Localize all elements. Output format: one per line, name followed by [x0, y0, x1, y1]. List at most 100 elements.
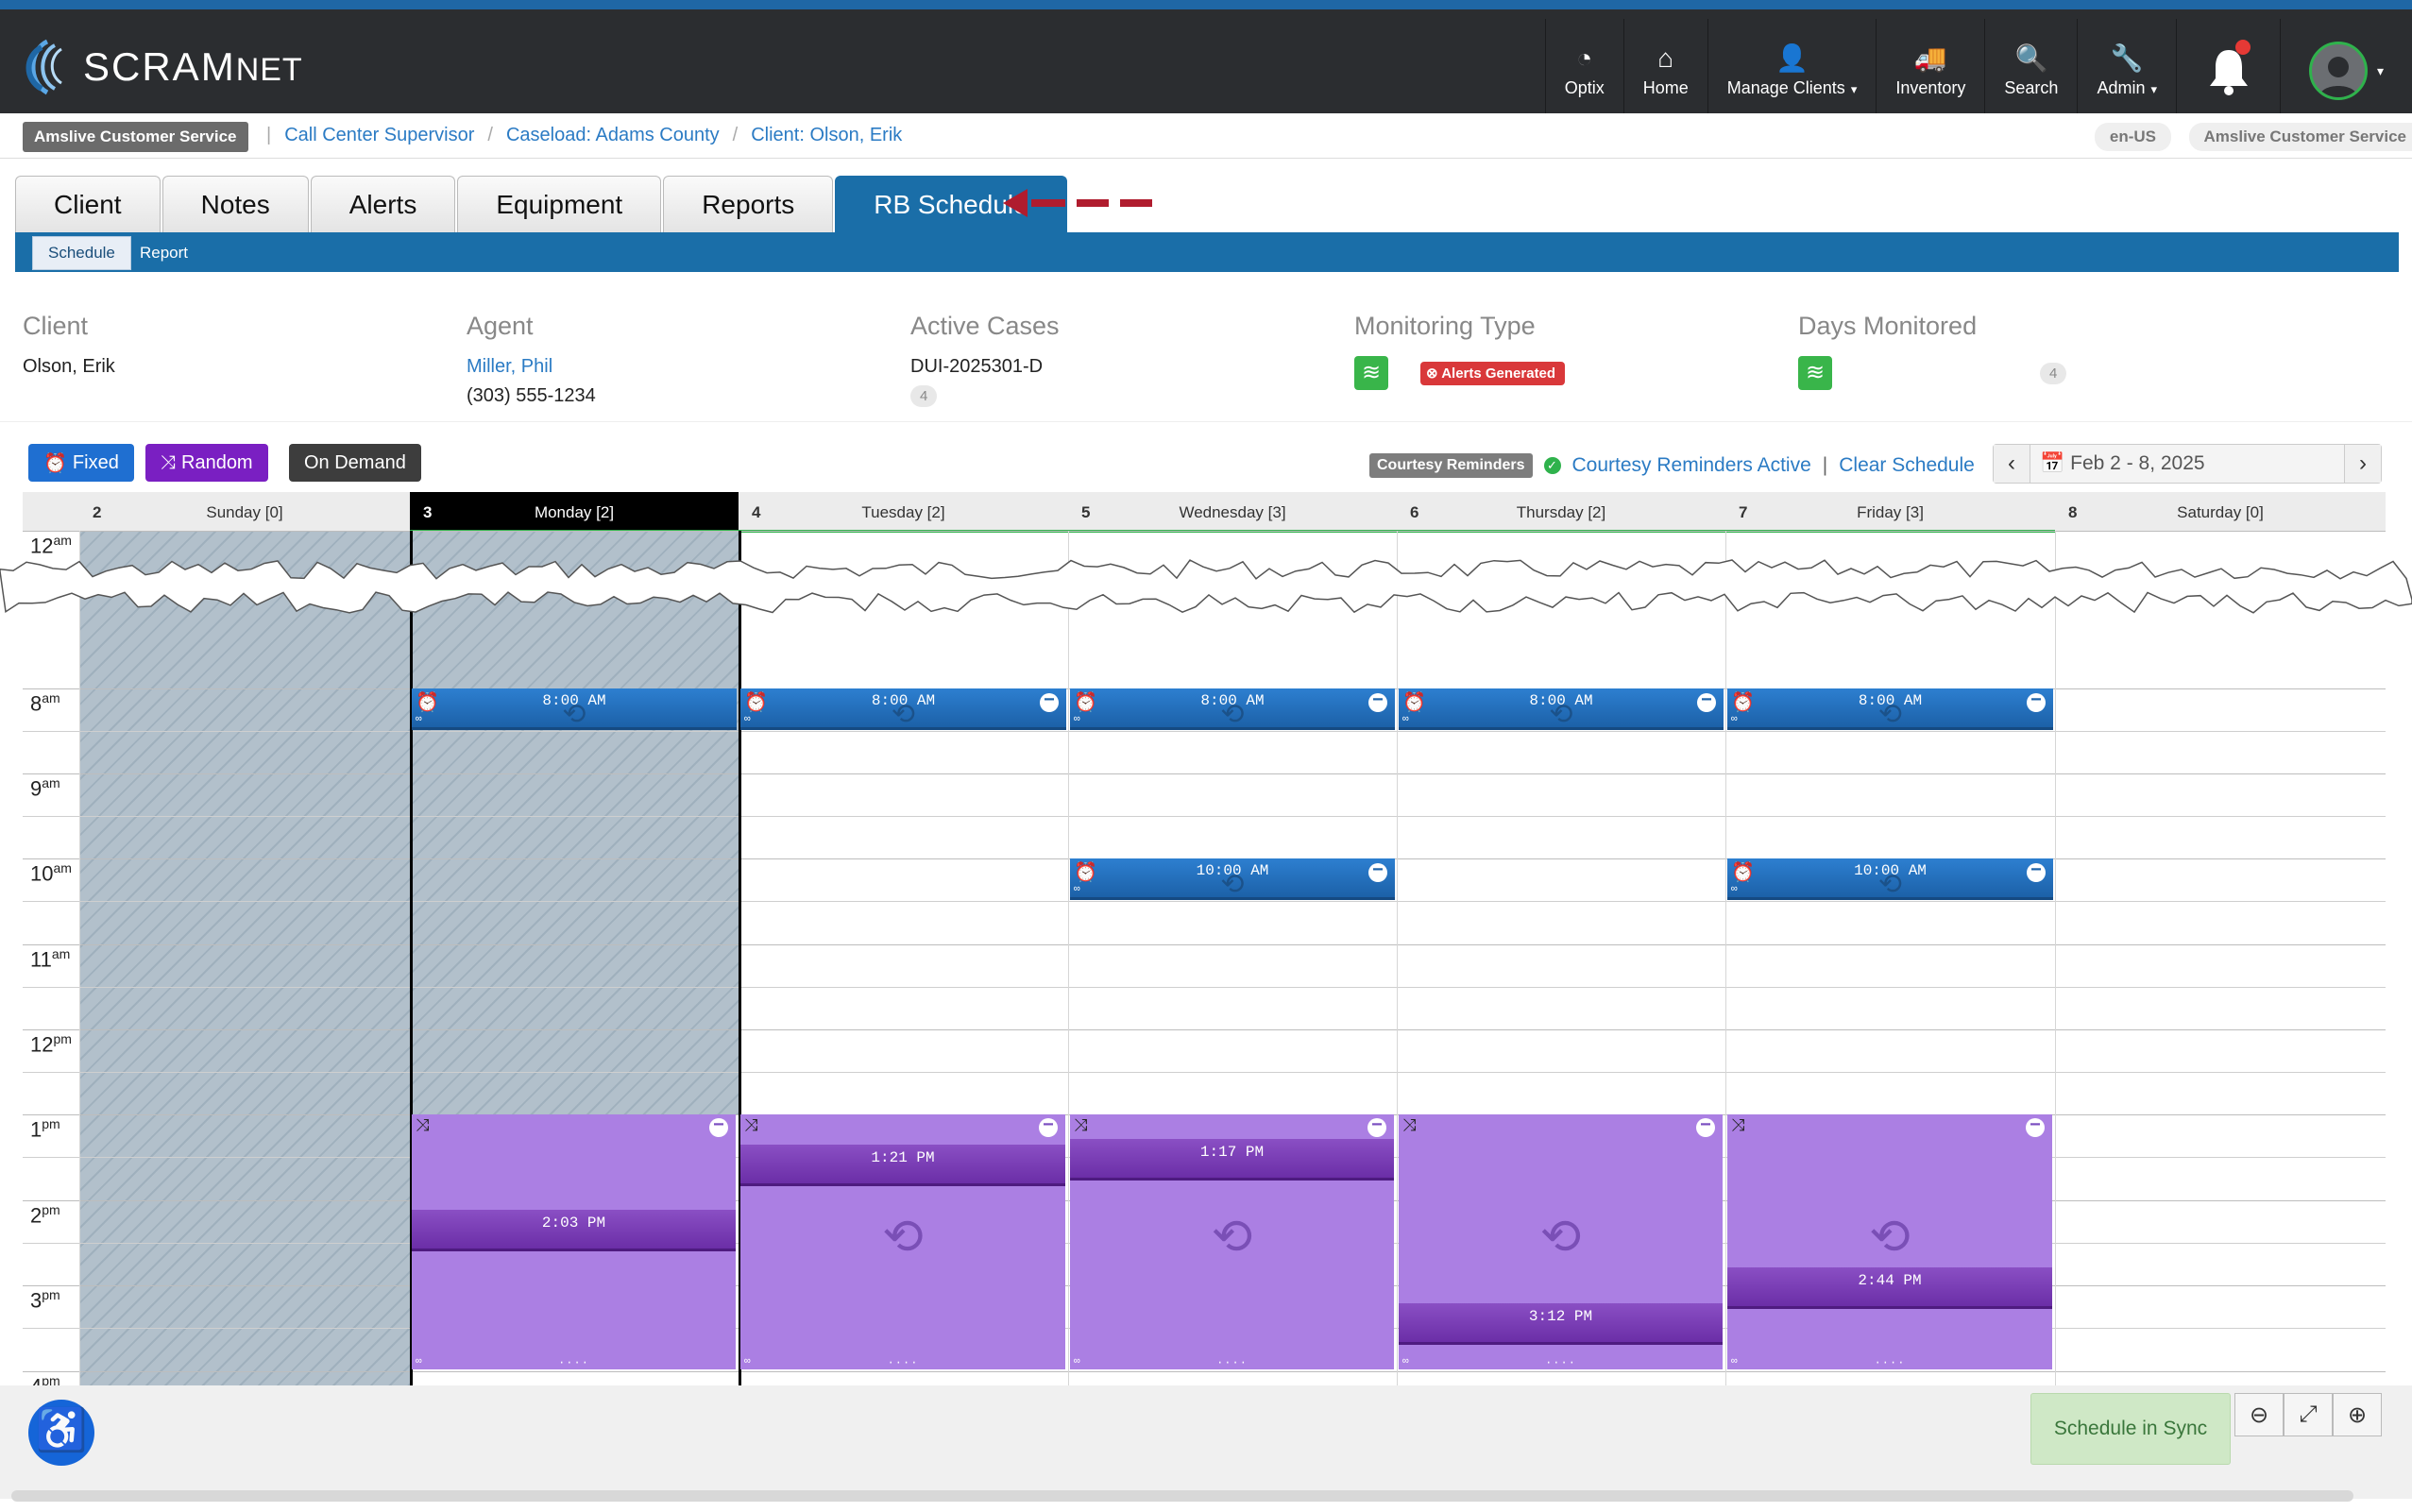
breadcrumb-item-client[interactable]: Client: Olson, Erik [751, 125, 903, 145]
repeat-infinite-icon: ∞ [1731, 884, 1738, 895]
repeat-infinite-icon: ∞ [416, 1356, 422, 1368]
nav-search[interactable]: 🔍 Search [1984, 19, 2077, 123]
accessibility-button[interactable]: ♿ [28, 1400, 94, 1466]
fixed-test-event[interactable]: ⟲ ⏰ 10:00 AM ∞ − [1070, 858, 1395, 903]
on-demand-button[interactable]: On Demand [289, 444, 421, 482]
client-name: Olson, Erik [23, 356, 115, 377]
fixed-test-event[interactable]: ⟲ ⏰ 8:00 AM ∞ − [1070, 688, 1395, 733]
event-time: 10:00 AM [1196, 862, 1269, 879]
hour-label: 2pm [30, 1202, 60, 1228]
remove-event-icon[interactable]: − [1368, 692, 1387, 712]
main-nav: ◔ Optix ⌂ Home 👤 Manage Clients ▾ 🚚 Inventory… [1544, 19, 2412, 123]
calendar-icon: 📅 [2040, 452, 2065, 474]
info-heading: Client [23, 312, 89, 340]
random-button[interactable]: ⤨ Random [145, 444, 268, 482]
zoom-out-button[interactable]: ⊖ [2234, 1393, 2284, 1436]
breadcrumb-item-supervisor[interactable]: Call Center Supervisor [284, 125, 475, 145]
next-week-button[interactable]: › [2345, 445, 2381, 483]
zoom-in-button[interactable]: ⊕ [2333, 1393, 2382, 1436]
remove-event-icon[interactable]: − [1696, 1117, 1715, 1137]
locale-badge[interactable]: en-US [2094, 123, 2171, 151]
resize-handle-icon[interactable]: ···· [1545, 1356, 1576, 1369]
case-count-badge: 4 [910, 385, 938, 407]
subtab-report[interactable]: Report [140, 244, 189, 262]
day-header-2[interactable]: 2 Sunday [0] [79, 492, 410, 531]
breadcrumb-item-caseload[interactable]: Caseload: Adams County [505, 125, 720, 145]
horizontal-scrollbar[interactable] [11, 1490, 2353, 1502]
sync-watermark-icon: ⟲ [1877, 871, 1903, 903]
resize-handle-icon[interactable]: ···· [558, 1356, 589, 1369]
fixed-test-event[interactable]: ⟲ ⏰ 8:00 AM ∞ − [1727, 688, 2053, 733]
annotation-arrow-icon [1003, 189, 1152, 217]
tab-client[interactable]: Client [15, 176, 161, 232]
clear-schedule-link[interactable]: Clear Schedule [1839, 454, 1975, 476]
fixed-test-event[interactable]: ⟲ ⏰ 8:00 AM ∞ − [1399, 688, 1724, 733]
courtesy-reminders-active-link[interactable]: Courtesy Reminders Active [1571, 454, 1811, 476]
tab-notes[interactable]: Notes [161, 176, 309, 232]
nav-admin[interactable]: 🔧 Admin ▾ [2077, 19, 2176, 123]
day-header-6[interactable]: 6 Thursday [2] [1397, 492, 1725, 531]
tab-rb-schedule[interactable]: RB Schedule [835, 176, 1067, 232]
courtesy-reminders: Courtesy Reminders ✓ Courtesy Reminders … [1369, 453, 1975, 478]
remove-event-icon[interactable]: − [2026, 1117, 2045, 1137]
remove-event-icon[interactable]: − [1367, 1117, 1386, 1137]
nav-inventory[interactable]: 🚚 Inventory [1876, 19, 1984, 123]
hour-gridline [23, 773, 2386, 774]
fixed-button[interactable]: ⏰ Fixed [28, 444, 134, 482]
tab-reports[interactable]: Reports [663, 176, 834, 232]
day-header-8[interactable]: 8 Saturday [0] [2055, 492, 2386, 531]
agent-name-link[interactable]: Miller, Phil [467, 356, 553, 377]
remove-event-icon[interactable]: − [1368, 862, 1387, 882]
day-header-4[interactable]: 4 Tuesday [2] [739, 492, 1068, 531]
day-header-5[interactable]: 5 Wednesday [3] [1068, 492, 1397, 531]
nav-manage-clients[interactable]: 👤 Manage Clients ▾ [1707, 19, 1877, 123]
tab-equipment[interactable]: Equipment [457, 176, 662, 232]
fixed-test-event[interactable]: ⟲ ⏰ 8:00 AM ∞ − [740, 688, 1066, 733]
remove-event-icon[interactable]: − [1040, 692, 1059, 712]
day-number: 4 [752, 503, 761, 521]
sync-watermark-icon: ⟲ [882, 1213, 924, 1268]
subtab-schedule[interactable]: Schedule [32, 236, 131, 270]
remove-event-icon[interactable]: − [709, 1117, 728, 1137]
day-label: Thursday [2] [1516, 503, 1606, 521]
random-test-window[interactable]: ⤨ − ⟲ 1:17 PM ∞ ···· [1070, 1114, 1394, 1369]
day-header-3[interactable]: 3 Monday [2] [410, 492, 739, 531]
scramnet-logo[interactable]: SCRAMNET [19, 34, 303, 100]
fixed-test-event[interactable]: ⟲ ⏰ 10:00 AM ∞ − [1727, 858, 2053, 903]
remove-event-icon[interactable]: − [1039, 1117, 1058, 1137]
notifications-button[interactable] [2176, 19, 2280, 123]
user-menu[interactable]: ▾ [2280, 19, 2412, 123]
hour-label: 12pm [30, 1031, 72, 1057]
alarm-clock-icon: ⏰ [1074, 863, 1097, 885]
random-test-window[interactable]: ⤨−⟲2:03 PM∞···· [412, 1114, 736, 1369]
hour-label: 11am [30, 946, 71, 972]
remove-event-icon[interactable]: − [2027, 862, 2046, 882]
remove-event-icon[interactable]: − [1697, 692, 1716, 712]
random-test-window[interactable]: ⤨ − ⟲ 1:21 PM ∞ ···· [740, 1114, 1065, 1369]
account-badge[interactable]: Amslive Customer Service [2188, 123, 2412, 151]
day-header-7[interactable]: 7 Friday [3] [1725, 492, 2055, 531]
breadcrumb-bar: Amslive Customer Service | Call Center S… [0, 113, 2412, 159]
nav-label: Optix [1564, 77, 1605, 97]
nav-home[interactable]: ⌂ Home [1622, 19, 1707, 123]
date-range-picker[interactable]: 📅 Feb 2 - 8, 2025 [2030, 445, 2345, 483]
prev-week-button[interactable]: ‹ [1994, 445, 2030, 483]
courtesy-reminders-badge: Courtesy Reminders [1369, 453, 1533, 478]
event-time: 8:00 AM [871, 692, 936, 709]
fixed-test-event[interactable]: ⟲ ⏰ 8:00 AM ∞ [412, 688, 737, 733]
alarm-clock-icon: ⏰ [744, 693, 768, 715]
random-test-window[interactable]: ⤨ − ⟲ 3:12 PM ∞ ···· [1399, 1114, 1723, 1369]
alerts-generated-badge[interactable]: ⊗ Alerts Generated [1420, 361, 1566, 385]
resize-handle-icon[interactable]: ···· [1216, 1356, 1248, 1369]
truck-icon: 🚚 [1913, 42, 1947, 73]
resize-handle-icon[interactable]: ···· [1874, 1356, 1906, 1369]
hour-gridline [23, 1371, 2386, 1372]
remove-event-icon[interactable]: − [2027, 692, 2046, 712]
random-test-window[interactable]: ⤨ − ⟲ 2:44 PM ∞ ···· [1727, 1114, 2052, 1369]
nav-optix[interactable]: ◔ Optix [1544, 19, 1623, 123]
fit-screen-button[interactable]: ⤢ [2284, 1393, 2333, 1436]
resize-handle-icon[interactable]: ···· [887, 1356, 919, 1369]
tab-alerts[interactable]: Alerts [310, 176, 456, 232]
repeat-infinite-icon: ∞ [1731, 1356, 1738, 1368]
